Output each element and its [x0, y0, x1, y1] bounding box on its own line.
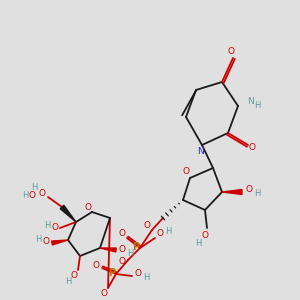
Text: O: O — [100, 289, 107, 298]
Text: O: O — [52, 224, 58, 232]
Text: H: H — [35, 235, 41, 244]
Text: O: O — [70, 272, 77, 280]
Polygon shape — [100, 248, 116, 252]
Text: H: H — [127, 248, 133, 257]
Text: O: O — [202, 232, 208, 241]
Text: O: O — [245, 185, 253, 194]
Text: P: P — [132, 242, 140, 252]
Text: P: P — [108, 268, 116, 278]
Text: O: O — [92, 260, 100, 269]
Text: O: O — [248, 143, 256, 152]
Text: O: O — [118, 230, 125, 238]
Text: N: N — [247, 98, 254, 106]
Text: H: H — [254, 100, 260, 109]
Text: H: H — [31, 184, 37, 193]
Text: O: O — [28, 190, 35, 200]
Text: O: O — [85, 202, 92, 211]
Text: H: H — [254, 188, 260, 197]
Text: O: O — [227, 47, 235, 56]
Text: H: H — [22, 190, 28, 200]
Text: N: N — [196, 148, 203, 157]
Text: O: O — [157, 230, 164, 238]
Text: H: H — [165, 226, 171, 236]
Text: H: H — [143, 272, 149, 281]
Text: O: O — [118, 245, 125, 254]
Text: O: O — [38, 188, 46, 197]
Text: O: O — [182, 167, 190, 176]
Text: O: O — [143, 221, 151, 230]
Text: H: H — [44, 220, 50, 230]
Text: O: O — [134, 269, 142, 278]
Polygon shape — [222, 190, 242, 194]
Polygon shape — [52, 240, 68, 245]
Text: H: H — [65, 278, 71, 286]
Text: O: O — [43, 238, 50, 247]
Text: H: H — [195, 238, 201, 247]
Polygon shape — [60, 205, 76, 222]
Text: O: O — [118, 257, 125, 266]
